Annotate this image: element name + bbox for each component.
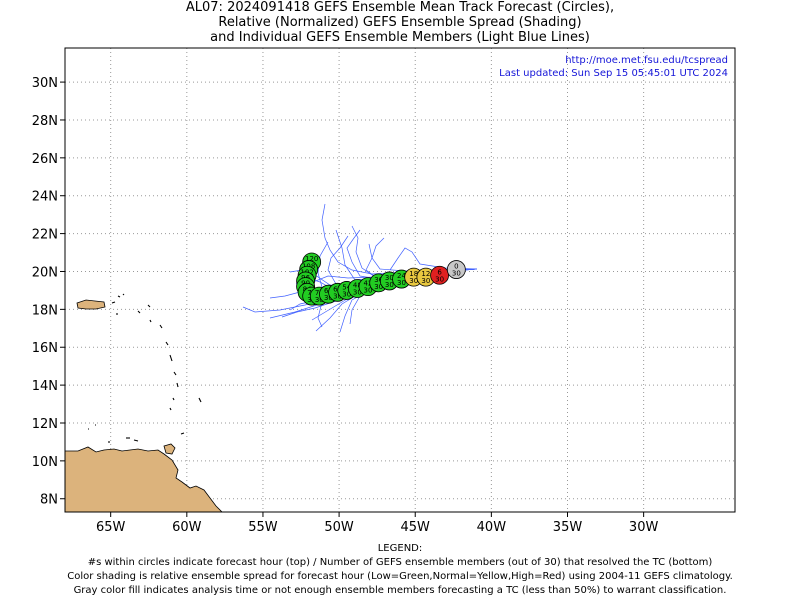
member-count-label: 30 [374,283,383,291]
lat-tick-label: 12N [32,417,58,432]
forecast-hour-label: 42 [364,280,373,288]
lat-tick-label: 24N [32,190,58,205]
track-circle [430,265,449,285]
legend-line-1: #s within circles indicate forecast hour… [87,557,713,568]
lat-tick-label: 30N [32,76,58,91]
lat-tick-label: 18N [32,303,58,318]
lon-tick-label: 50W [324,520,354,535]
plot-frame [64,47,736,513]
credit-updated: Last updated: Sun Sep 15 05:45:01 UTC 20… [499,68,728,79]
track-point: 630 [430,265,449,285]
forecast-hour-label: 0 [454,263,458,271]
member-count-label: 30 [315,296,324,304]
member-count-label: 30 [397,279,406,287]
legend-line-2: Color shading is relative ensemble sprea… [67,571,733,582]
member-count-label: 30 [324,294,333,302]
title-line-3: and Individual GEFS Ensemble Members (Li… [210,30,590,45]
lat-tick-label: 26N [32,152,58,167]
lat-tick-label: 22N [32,228,58,243]
forecast-hour-label: 18 [409,270,418,278]
lon-tick-label: 45W [401,520,431,535]
lat-tick-label: 20N [32,265,58,280]
title-line-1: AL07: 2024091418 GEFS Ensemble Mean Trac… [185,0,615,15]
legend-line-3: Gray color fill indicates analysis time … [73,585,727,596]
forecast-hour-label: 12 [421,270,430,278]
forecast-hour-label: 36 [374,276,383,284]
member-count-label: 30 [333,292,342,300]
member-count-label: 30 [353,289,362,297]
lon-tick-label: 40W [477,520,507,535]
forecast-hour-label: 6 [437,268,442,276]
puerto-rico-land [76,299,106,310]
mean-track-circles: 1203010830102309630903084307830723066306… [296,252,466,306]
member-count-label: 30 [342,290,351,298]
land-areas [65,299,223,512]
title-line-2: Relative (Normalized) GEFS Ensemble Spre… [218,15,582,30]
trinidad-land [163,443,176,455]
lon-tick-label: 65W [96,520,126,535]
credit-url[interactable]: http://moe.met.fsu.edu/tcspread [565,55,728,66]
lat-tick-label: 10N [32,455,58,470]
member-count-label: 30 [421,277,430,285]
track-circle [446,260,466,279]
lat-tick-label: 14N [32,379,58,394]
lon-tick-label: 30W [629,520,659,535]
legend-heading: LEGEND: [377,543,423,554]
lon-tick-label: 60W [172,520,202,535]
member-count-label: 30 [364,287,373,295]
track-point: 030 [446,260,466,279]
lat-tick-label: 28N [32,114,58,129]
forecast-hour-label: 30 [385,274,394,282]
lon-tick-label: 55W [248,520,278,535]
member-count-label: 30 [435,275,444,283]
forecast-hour-label: 24 [397,272,406,280]
south-america-land [65,446,223,512]
lon-tick-label: 35W [553,520,583,535]
small-islands [88,293,202,443]
lat-tick-label: 8N [40,493,58,508]
member-count-label: 30 [409,277,418,285]
forecast-hour-label: 48 [353,282,362,290]
forecast-hour-label: 54 [342,283,351,291]
forecast-hour-label: 120 [305,255,318,263]
lat-tick-label: 16N [32,341,58,356]
member-count-label: 30 [452,270,461,278]
member-count-label: 30 [385,281,394,289]
